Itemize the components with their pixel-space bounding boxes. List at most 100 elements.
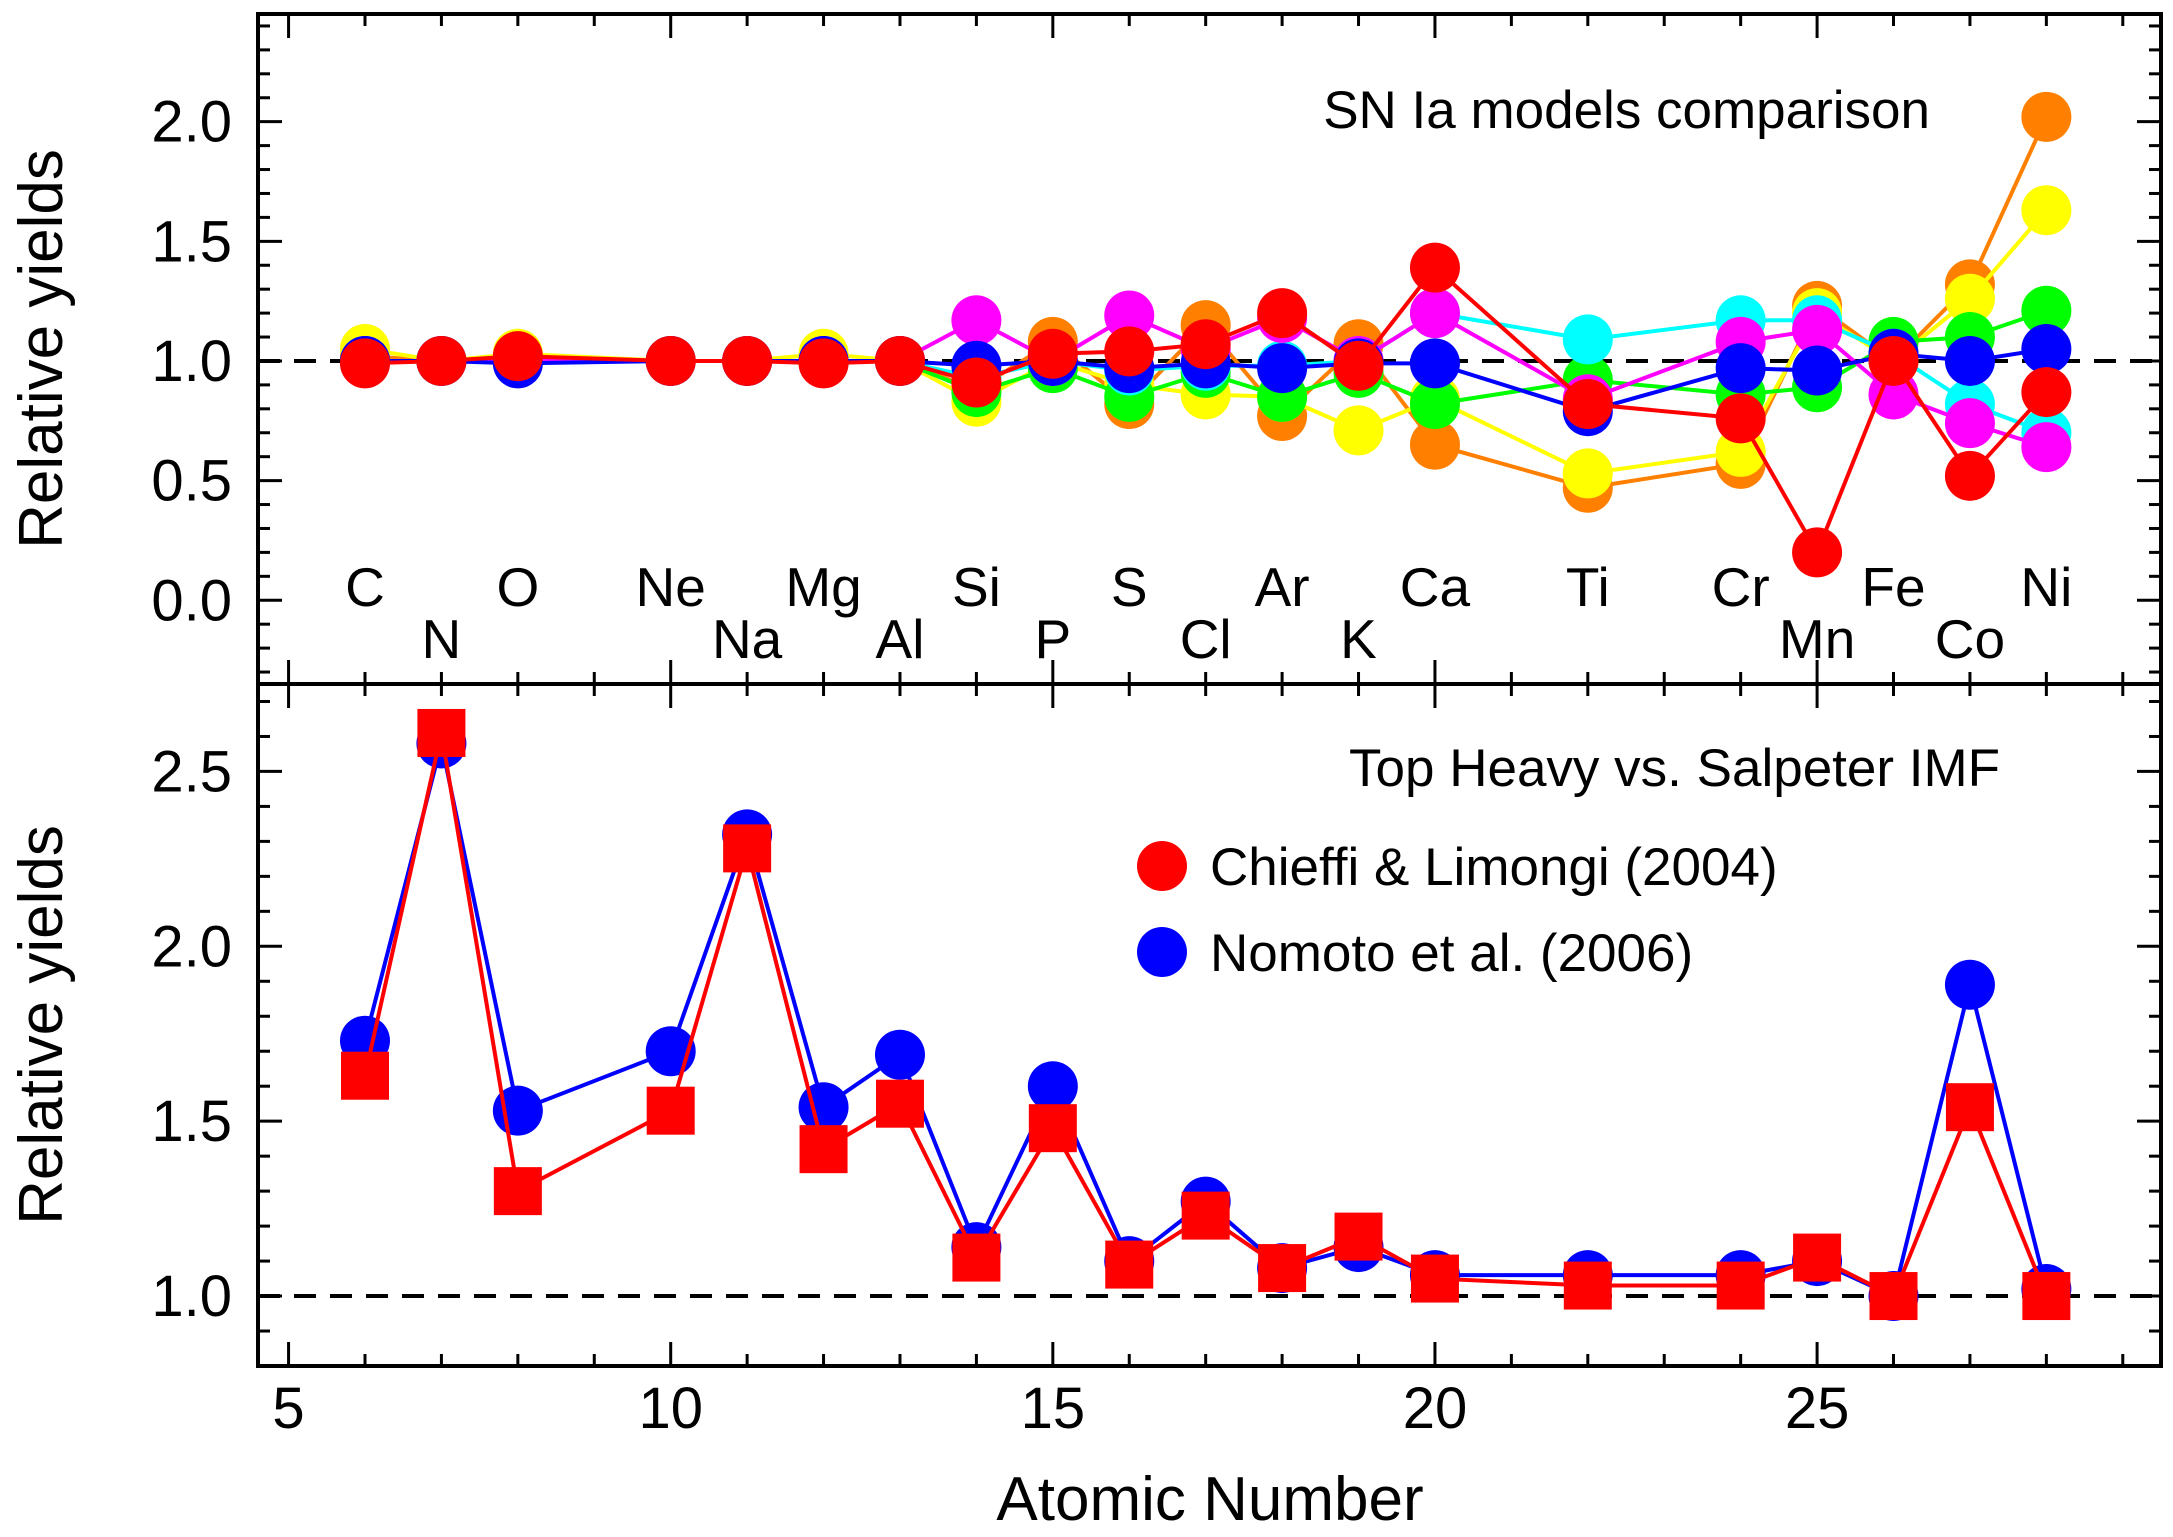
- y-tick-label: 1.0: [151, 1264, 232, 1329]
- data-point: [2021, 324, 2072, 374]
- data-point: [1792, 527, 1843, 578]
- data-point: [1257, 288, 1308, 339]
- y-tick-label: 2.0: [151, 914, 232, 979]
- legend: Chieffi & Limongi (2004) Nomoto et al. (2…: [1137, 838, 1778, 983]
- element-label: Cl: [1180, 608, 1232, 670]
- bottom-y-axis-label: Relative yields: [7, 825, 76, 1225]
- data-point: [417, 708, 466, 757]
- element-label: N: [422, 608, 462, 670]
- element-label: Mn: [1779, 608, 1855, 670]
- data-point: [646, 1086, 695, 1135]
- data-point: [1944, 273, 1995, 324]
- bottom-plot-frame: [256, 682, 2163, 1368]
- data-point: [1945, 1083, 1994, 1132]
- y-tick-label: 0.5: [151, 449, 232, 514]
- data-point: [1409, 242, 1460, 293]
- data-point: [2022, 1272, 2071, 1321]
- data-point: [1409, 379, 1460, 430]
- legend-marker: [1137, 841, 1187, 891]
- legend-item-1: Nomoto et al. (2006): [1137, 924, 1693, 983]
- legend-label: Chieffi & Limongi (2004): [1210, 838, 1778, 897]
- x-tick-label: 25: [1785, 1376, 1850, 1441]
- data-point: [1562, 448, 1613, 499]
- data-point: [1868, 335, 1919, 386]
- element-label: Na: [712, 608, 783, 670]
- data-point: [1409, 419, 1460, 470]
- y-tick-label: 0.0: [151, 568, 232, 633]
- x-tick-label: 20: [1403, 1376, 1468, 1441]
- x-tick-label: 5: [272, 1376, 304, 1441]
- data-point: [1105, 1240, 1154, 1289]
- data-point: [951, 295, 1002, 346]
- element-label: Ni: [2020, 556, 2072, 618]
- element-label: S: [1111, 556, 1148, 618]
- data-point: [1792, 345, 1843, 396]
- data-point: [339, 338, 390, 389]
- data-point: [1944, 335, 1995, 386]
- bottom-series-1: [340, 708, 2071, 1321]
- legend-label: Nomoto et al. (2006): [1210, 924, 1693, 983]
- y-tick-label: 1.5: [151, 1089, 232, 1154]
- element-label: P: [1034, 608, 1071, 670]
- element-label: K: [1340, 608, 1377, 670]
- data-point: [1409, 288, 1460, 339]
- element-label: Ne: [636, 556, 706, 618]
- data-point: [1563, 1261, 1612, 1310]
- data-point: [493, 1167, 542, 1216]
- top-y-axis-label: Relative yields: [7, 149, 76, 549]
- data-point: [1793, 1233, 1842, 1282]
- legend-item-0: Chieffi & Limongi (2004): [1137, 838, 1778, 897]
- data-point: [798, 338, 849, 389]
- element-label: Ar: [1255, 556, 1310, 618]
- y-tick-label: 2.0: [151, 90, 232, 155]
- y-tick-label: 1.5: [151, 209, 232, 274]
- top-series-6: [339, 242, 2072, 578]
- bottom-series-group: [339, 708, 2072, 1322]
- x-tick-label: 10: [638, 1376, 703, 1441]
- data-point: [1028, 1104, 1077, 1153]
- data-point: [1334, 1212, 1383, 1261]
- data-point: [1715, 343, 1766, 394]
- data-point: [1181, 1191, 1230, 1240]
- data-point: [2021, 91, 2072, 142]
- bottom-panel: 5 10 15 20 25 1.0 1.5 2.0 2.5 Top Heavy vs. Salp…: [7, 682, 2163, 1534]
- data-point: [492, 331, 543, 382]
- data-point: [875, 1079, 924, 1128]
- data-point: [1027, 328, 1078, 379]
- top-chart-title: SN Ia models comparison: [1323, 81, 1930, 140]
- data-point: [1409, 338, 1460, 389]
- element-label: Fe: [1861, 556, 1925, 618]
- element-label: Al: [876, 608, 925, 670]
- top-axis-ticks: 0.0 0.5 1.0 1.5 2.0: [151, 14, 2161, 684]
- element-label: O: [496, 556, 539, 618]
- element-label: Co: [1935, 608, 2005, 670]
- data-point: [416, 335, 467, 386]
- element-label: Si: [952, 556, 1001, 618]
- data-point: [1562, 379, 1613, 430]
- data-point: [952, 1233, 1001, 1282]
- data-point: [2021, 285, 2072, 336]
- data-point: [1715, 393, 1766, 444]
- data-point: [1716, 1261, 1765, 1310]
- data-point: [2021, 422, 2072, 473]
- data-point: [1944, 959, 1995, 1010]
- data-point: [2021, 185, 2072, 236]
- x-tick-label: 15: [1021, 1376, 1086, 1441]
- data-point: [1180, 319, 1231, 370]
- data-point: [1258, 1244, 1307, 1293]
- data-point: [1104, 326, 1155, 377]
- data-point: [1792, 304, 1843, 355]
- data-point: [722, 335, 773, 386]
- data-point: [1944, 450, 1995, 501]
- data-point: [2021, 367, 2072, 418]
- y-tick-label: 2.5: [151, 739, 232, 804]
- data-point: [874, 335, 925, 386]
- data-point: [1333, 405, 1384, 456]
- legend-marker: [1137, 927, 1187, 977]
- element-label: Mg: [785, 556, 861, 618]
- bottom-chart-title: Top Heavy vs. Salpeter IMF: [1349, 739, 2000, 798]
- bottom-axis-ticks: 5 10 15 20 25 1.0 1.5 2.0 2.5: [151, 684, 2161, 1441]
